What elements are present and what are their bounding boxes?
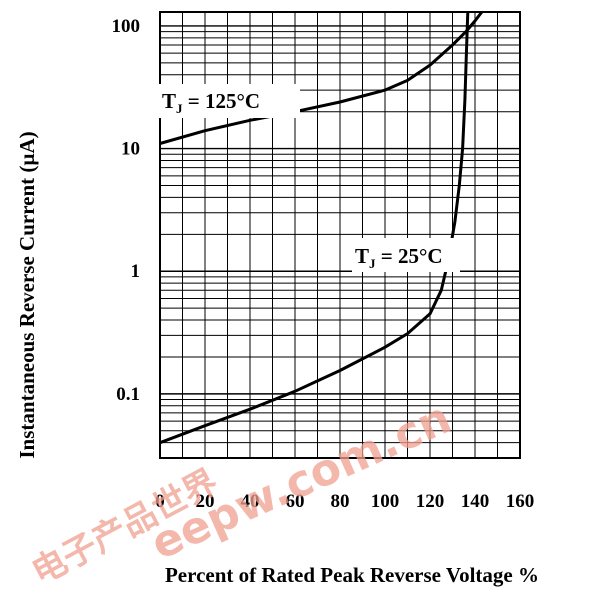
y-tick-label: 10 xyxy=(121,139,140,160)
x-tick-label: 60 xyxy=(286,491,305,512)
curves xyxy=(159,11,483,445)
y-tick-label: 100 xyxy=(112,16,141,37)
x-tick-label: 120 xyxy=(416,491,445,512)
x-axis-title: Percent of Rated Peak Reverse Voltage % xyxy=(165,563,539,587)
annotation-tj-125: TJ = 125°C xyxy=(158,84,300,118)
x-tick-label: 140 xyxy=(461,491,490,512)
x-tick-label: 20 xyxy=(196,491,215,512)
y-tick-label: 1 xyxy=(131,261,141,282)
y-axis-title: Instantaneous Reverse Current (µA) xyxy=(15,131,39,458)
y-tick-labels: 0.1 1 10 100 xyxy=(112,16,141,405)
y-tick-label: 0.1 xyxy=(116,384,140,405)
x-tick-label: 0 xyxy=(155,491,165,512)
series-line-1 xyxy=(159,11,470,445)
x-tick-label: 80 xyxy=(331,491,350,512)
svg-text:TJ = 25°C: TJ = 25°C xyxy=(355,244,443,271)
x-tick-labels: 0 20 40 60 80 100 120 140 160 xyxy=(155,491,534,512)
annotation-tj-25: TJ = 25°C xyxy=(352,238,460,272)
x-tick-label: 160 xyxy=(506,491,535,512)
x-tick-label: 100 xyxy=(371,491,400,512)
svg-text:TJ = 125°C: TJ = 125°C xyxy=(162,89,260,116)
plot-frame xyxy=(159,11,521,459)
x-tick-label: 40 xyxy=(241,491,260,512)
